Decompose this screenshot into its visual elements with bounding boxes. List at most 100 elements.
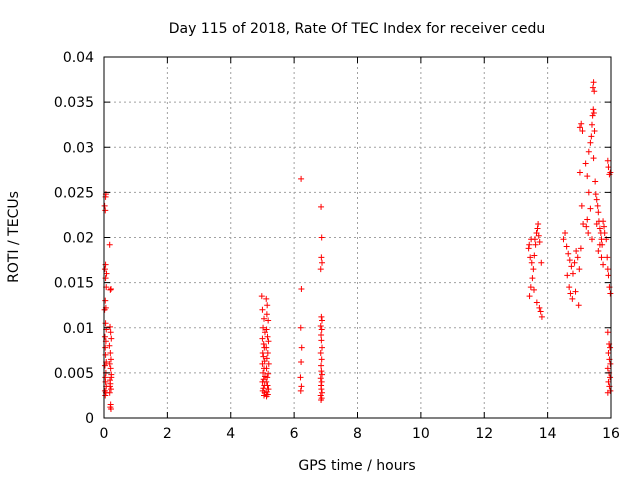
data-point [107, 356, 114, 363]
data-point [259, 306, 266, 313]
data-point [265, 370, 272, 377]
data-point [530, 286, 537, 293]
data-point [101, 266, 108, 273]
data-point [536, 304, 543, 311]
data-point [592, 191, 599, 198]
data-point [604, 266, 611, 273]
data-point [297, 324, 304, 331]
data-point [598, 254, 605, 261]
data-point [264, 350, 271, 357]
data-point [318, 368, 325, 375]
data-point [607, 344, 614, 351]
data-point [585, 148, 592, 155]
data-point [106, 241, 113, 248]
data-point [585, 189, 592, 196]
data-point [563, 243, 570, 250]
data-point [318, 386, 325, 393]
data-point [529, 275, 536, 282]
data-point [565, 250, 572, 257]
data-point [564, 272, 571, 279]
data-point [263, 311, 270, 318]
data-point [318, 326, 325, 333]
y-tick-label: 0.04 [63, 50, 94, 66]
data-point [101, 333, 108, 340]
data-point [259, 335, 266, 342]
data-point [538, 259, 545, 266]
data-point [319, 344, 326, 351]
data-point [260, 324, 267, 331]
x-tick-label: 8 [353, 426, 362, 442]
data-point [528, 259, 535, 266]
data-point [578, 202, 585, 209]
data-point [560, 236, 567, 243]
data-point [102, 207, 109, 214]
y-tick-label: 0.03 [63, 140, 94, 156]
data-point [525, 245, 532, 252]
data-point [106, 360, 113, 367]
data-point [536, 239, 543, 246]
data-point [588, 236, 595, 243]
data-point [580, 220, 587, 227]
data-point [107, 350, 114, 357]
x-tick-label: 10 [412, 426, 430, 442]
data-point [571, 259, 578, 266]
data-point [319, 317, 326, 324]
data-point [318, 362, 325, 369]
data-point [604, 254, 611, 261]
data-point [533, 299, 540, 306]
data-point [101, 362, 108, 369]
data-point [596, 225, 603, 232]
data-point [574, 254, 581, 261]
data-point [538, 313, 545, 320]
data-point [572, 288, 579, 295]
data-point [584, 216, 591, 223]
data-point [265, 360, 272, 367]
data-point [604, 365, 611, 372]
data-point [595, 248, 602, 255]
data-point [298, 285, 305, 292]
data-point [578, 120, 585, 127]
data-point [593, 220, 600, 227]
data-point [531, 252, 538, 259]
data-point [576, 266, 583, 273]
data-point [595, 209, 602, 216]
data-point [318, 356, 325, 363]
data-point [298, 383, 305, 390]
data-point [607, 290, 614, 297]
data-point [576, 169, 583, 176]
data-point [101, 202, 108, 209]
data-point [568, 263, 575, 270]
x-tick-label: 4 [226, 426, 235, 442]
data-point [260, 340, 267, 347]
y-tick-label: 0.035 [54, 95, 94, 111]
data-point [319, 371, 326, 378]
data-point [573, 248, 580, 255]
data-point [562, 229, 569, 236]
data-point [260, 369, 267, 376]
data-point [107, 405, 114, 412]
data-point [102, 297, 109, 304]
data-point [590, 109, 597, 116]
data-point [258, 293, 265, 300]
x-tick-label: 6 [290, 426, 299, 442]
data-point [590, 106, 597, 113]
data-point [103, 270, 110, 277]
data-point [604, 389, 611, 396]
data-point [590, 155, 597, 162]
data-point [297, 374, 304, 381]
x-tick-label: 16 [602, 426, 620, 442]
data-point [607, 360, 614, 367]
data-point [604, 329, 611, 336]
y-tick-label: 0.025 [54, 185, 94, 201]
data-point [318, 203, 325, 210]
data-point [263, 344, 270, 351]
data-point [532, 241, 539, 248]
data-point [106, 389, 113, 396]
data-point [535, 232, 542, 239]
data-point [526, 241, 533, 248]
data-point [265, 338, 272, 345]
data-point [607, 374, 614, 381]
data-point [605, 164, 612, 171]
data-point [535, 220, 542, 227]
data-point [108, 335, 115, 342]
